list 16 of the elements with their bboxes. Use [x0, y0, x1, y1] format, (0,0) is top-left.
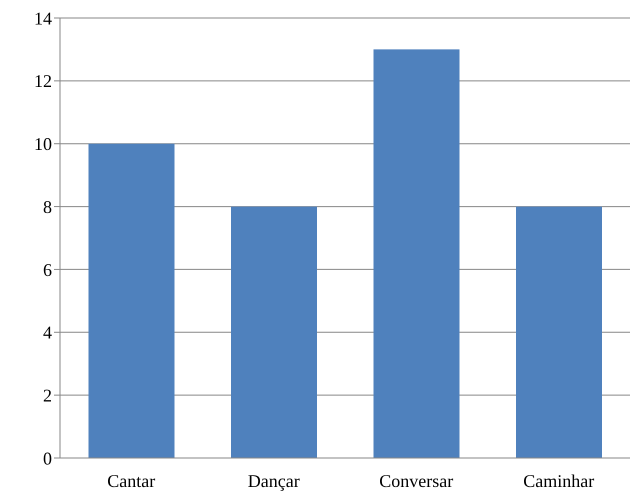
y-tick-label: 0	[43, 448, 52, 468]
y-tick-label: 14	[34, 8, 52, 28]
y-tick-label: 10	[34, 134, 52, 154]
bar	[231, 206, 317, 458]
x-tick-label: Conversar	[379, 470, 454, 491]
y-tick-label: 8	[43, 196, 52, 217]
y-tick-label: 6	[43, 260, 52, 280]
bar	[374, 49, 460, 458]
x-tick-label: Caminhar	[523, 470, 594, 491]
y-tick-label: 12	[34, 71, 52, 92]
x-tick-label: Cantar	[107, 470, 156, 491]
bar	[516, 206, 602, 458]
x-tick-label: Dançar	[248, 470, 300, 491]
y-tick-label: 2	[43, 386, 52, 406]
y-tick-label: 4	[43, 322, 52, 343]
bar	[88, 144, 174, 458]
